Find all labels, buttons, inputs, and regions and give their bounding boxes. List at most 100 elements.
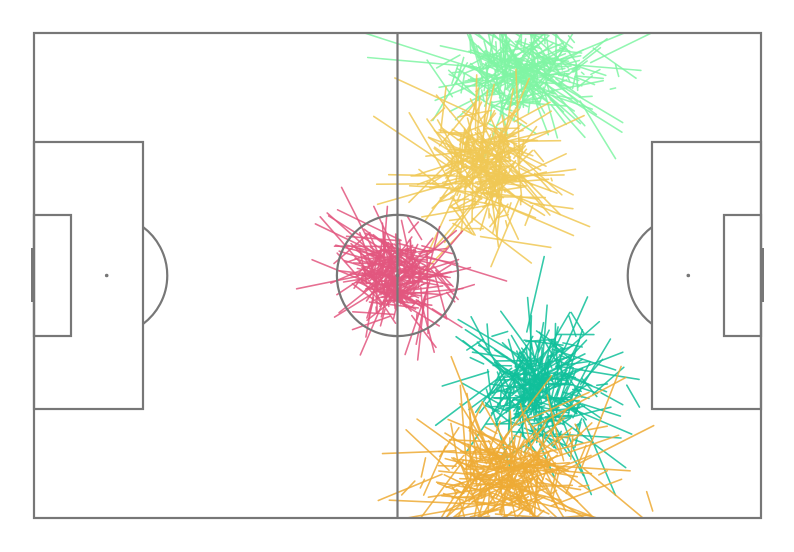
pass-series-5: [377, 355, 655, 519]
pass-line: [470, 471, 478, 483]
pass-line: [565, 431, 572, 446]
pass-line: [531, 81, 582, 125]
pass-line: [511, 153, 542, 171]
pass-line: [437, 450, 517, 458]
pass-line: [509, 410, 514, 447]
pass-line: [598, 469, 609, 476]
pass-line: [580, 71, 585, 76]
pass-line: [484, 186, 491, 204]
pass-line: [366, 56, 478, 68]
pass-line: [486, 323, 491, 354]
pass-series-1: [363, 32, 653, 162]
pass-line: [405, 262, 431, 299]
pass-line: [504, 467, 554, 477]
pass-line: [500, 139, 563, 196]
pass-line: [454, 82, 537, 135]
pass-lines: [295, 32, 655, 519]
pass-line: [405, 265, 427, 283]
pass-line: [432, 62, 469, 122]
centre-spot: [395, 273, 400, 278]
pass-line: [467, 123, 487, 132]
pass-line: [476, 32, 497, 52]
pass-line: [518, 341, 558, 378]
pass-line: [405, 499, 505, 519]
pass-line: [450, 355, 489, 452]
pass-line: [524, 419, 548, 457]
pass-line: [475, 45, 485, 69]
pass-line: [478, 110, 553, 158]
pass-line: [311, 258, 385, 290]
pass-line: [388, 259, 418, 300]
pass-line: [469, 356, 485, 365]
pass-line: [528, 454, 544, 480]
pass-line: [561, 370, 577, 402]
pass-line: [569, 435, 574, 460]
pass-line: [553, 347, 566, 356]
pass-line: [421, 245, 454, 255]
pass-line: [478, 173, 486, 197]
pass-line: [491, 330, 509, 338]
pass-line: [471, 153, 475, 223]
pass-line: [499, 167, 506, 180]
pass-line: [547, 468, 593, 475]
pass-line: [556, 406, 612, 422]
pass-line: [484, 426, 498, 435]
pass-line: [491, 375, 506, 395]
pass-line: [507, 454, 592, 489]
pass-line: [455, 488, 461, 493]
pass-line: [477, 110, 489, 124]
pass-line: [466, 338, 484, 351]
pass-line: [550, 478, 623, 507]
pass-line: [582, 418, 617, 497]
pass-line: [503, 189, 546, 217]
pass-line: [550, 103, 568, 126]
pass-line: [453, 150, 484, 164]
pass-line: [451, 189, 490, 195]
pass-line: [490, 194, 522, 268]
pass-line: [430, 107, 446, 122]
pass-line: [408, 152, 459, 204]
pass-line: [565, 422, 593, 448]
pass-line: [358, 247, 368, 285]
right-penalty-spot: [686, 273, 691, 278]
pass-line: [508, 147, 547, 167]
pass-line: [573, 76, 596, 86]
pass-line: [467, 451, 495, 468]
pass-line: [542, 395, 558, 402]
pass-line: [491, 471, 519, 512]
pass-line: [439, 44, 476, 55]
pass-line: [476, 171, 480, 176]
pass-line: [471, 217, 533, 264]
pass-line: [424, 248, 436, 253]
pass-line: [528, 356, 543, 394]
pass-line: [468, 33, 472, 54]
pass-line: [578, 95, 593, 98]
pass-line: [468, 362, 533, 411]
pass-line: [369, 246, 381, 254]
pass-line: [492, 180, 499, 199]
pass-line: [363, 32, 476, 70]
pass-line: [502, 153, 567, 184]
pass-line: [558, 95, 573, 100]
pass-line: [520, 139, 525, 155]
pass-line: [435, 94, 490, 158]
pass-line: [439, 197, 454, 203]
pass-line: [377, 256, 400, 267]
pass-line: [467, 78, 484, 85]
pass-line: [560, 417, 593, 496]
pass-line: [418, 168, 440, 186]
pass-line: [402, 302, 417, 310]
pass-line: [470, 315, 512, 391]
pass-line: [499, 46, 535, 83]
pass-line: [481, 167, 501, 178]
pass-line: [523, 477, 586, 519]
pass-line: [499, 462, 503, 481]
pass-line: [565, 72, 571, 83]
pass-line: [388, 499, 486, 506]
pass-line: [562, 391, 590, 400]
pass-line: [492, 180, 505, 209]
pass-line: [595, 383, 609, 387]
pass-line: [571, 46, 602, 71]
pass-line: [426, 118, 456, 161]
pass-line: [476, 67, 487, 70]
